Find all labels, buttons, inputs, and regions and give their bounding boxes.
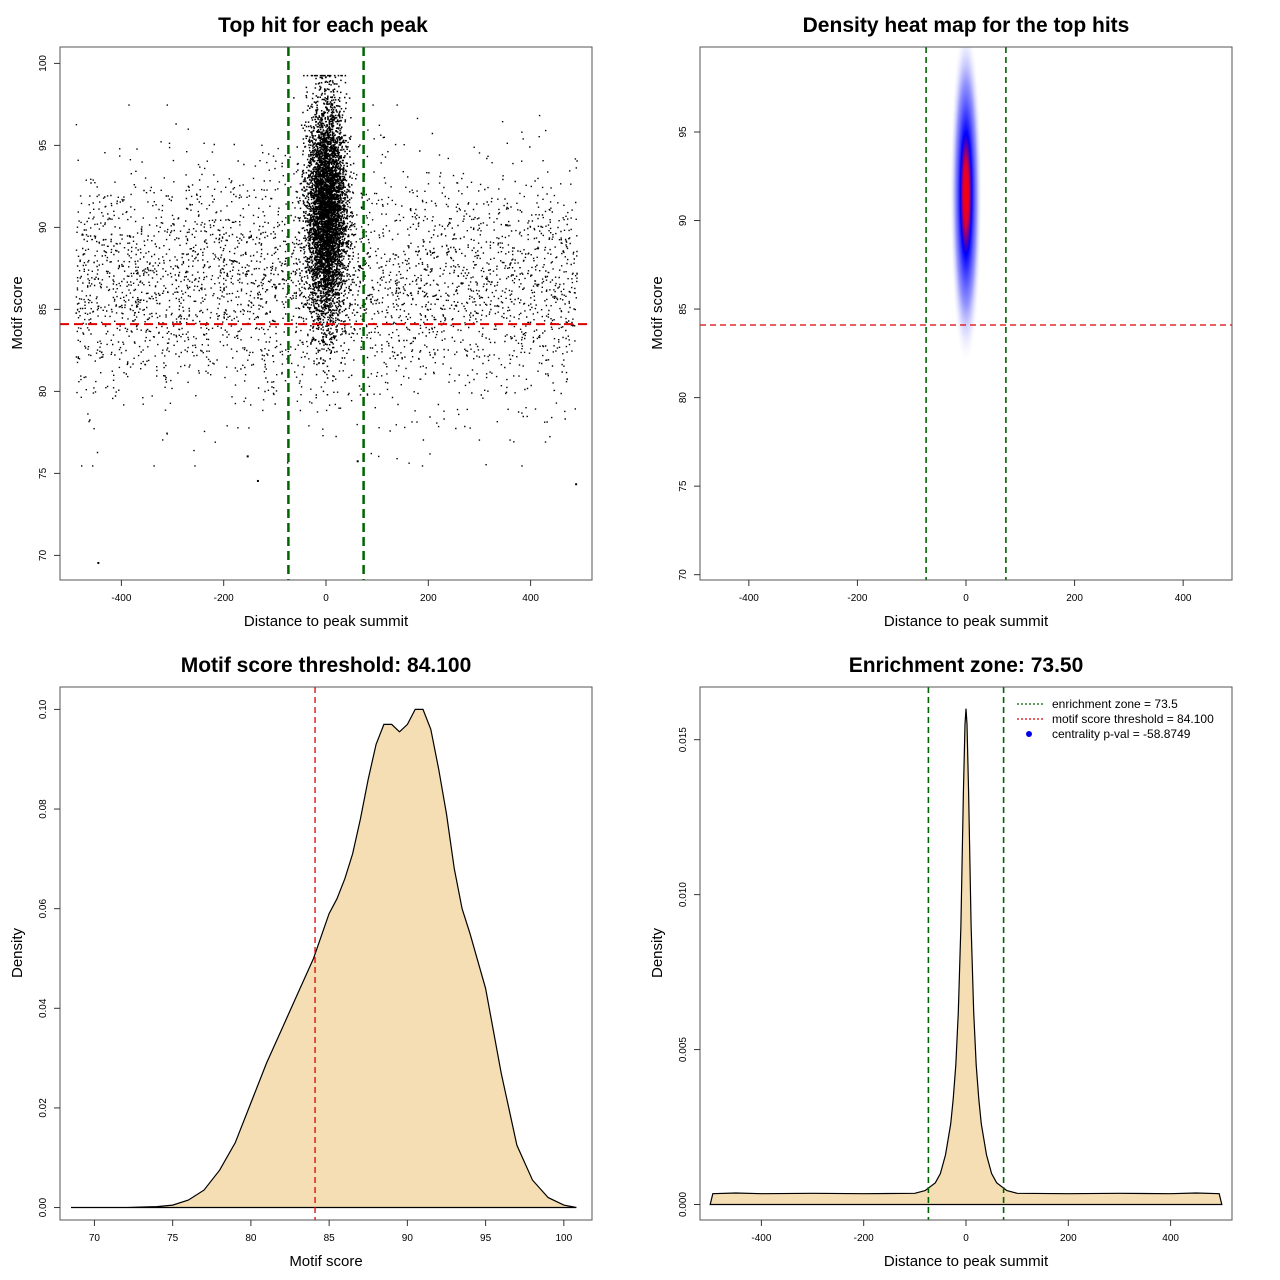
x-tick-label: 200 bbox=[1066, 593, 1083, 604]
x-tick-label: 200 bbox=[1060, 1233, 1077, 1244]
x-tick-label: 200 bbox=[420, 593, 437, 604]
x-tick-label: 0 bbox=[323, 593, 329, 604]
scatter-point-cloud bbox=[75, 74, 578, 467]
y-tick-label: 70 bbox=[678, 569, 689, 581]
y-tick-label: 90 bbox=[678, 215, 689, 227]
legend-item-motif-score-threshold: motif score threshold = 84.100 bbox=[1017, 712, 1214, 726]
y-tick-label: 0.000 bbox=[678, 1192, 689, 1217]
x-tick-label: -200 bbox=[854, 1233, 874, 1244]
y-tick-label: 100 bbox=[38, 55, 49, 72]
x-tick-label: -400 bbox=[739, 593, 759, 604]
heatmap-y-label: Motif score bbox=[649, 276, 666, 349]
legend: enrichment zone = 73.5 motif score thres… bbox=[1017, 697, 1214, 741]
scatter-point bbox=[97, 561, 100, 564]
legend-item-enrichment-zone: enrichment zone = 73.5 bbox=[1017, 697, 1178, 711]
heatmap-x-label: Distance to peak summit bbox=[884, 613, 1049, 630]
y-tick-label: 0.04 bbox=[38, 998, 49, 1018]
y-tick-label: 95 bbox=[678, 126, 689, 138]
scatter-y-ticks: 70 75 80 85 90 95 100 bbox=[38, 55, 60, 561]
x-tick-label: -200 bbox=[214, 593, 234, 604]
x-tick-label: 95 bbox=[480, 1233, 492, 1244]
score-density-curve bbox=[71, 708, 577, 1209]
x-tick-label: -400 bbox=[751, 1233, 771, 1244]
score-density-panel: Motif score threshold: 84.100 70 75 80 85 90… bbox=[9, 654, 593, 1270]
distance-density-y-label: Density bbox=[649, 927, 666, 978]
y-tick-label: 75 bbox=[38, 467, 49, 479]
distance-density-x-ticks: -400 -200 0 200 400 bbox=[751, 1220, 1179, 1244]
y-tick-label: 0.010 bbox=[678, 882, 689, 907]
heatmap-cells bbox=[949, 47, 983, 367]
y-tick-label: 80 bbox=[38, 385, 49, 397]
y-tick-label: 80 bbox=[678, 392, 689, 404]
y-tick-label: 75 bbox=[678, 480, 689, 492]
heatmap-y-ticks: 70 75 80 85 90 95 bbox=[678, 126, 700, 580]
y-tick-label: 90 bbox=[38, 221, 49, 233]
distance-density-x-label: Distance to peak summit bbox=[884, 1253, 1049, 1270]
x-tick-label: 80 bbox=[245, 1233, 257, 1244]
scatter-title: Top hit for each peak bbox=[218, 14, 428, 37]
distance-density-title: Enrichment zone: 73.50 bbox=[849, 654, 1084, 677]
legend-label-motif-score-threshold: motif score threshold = 84.100 bbox=[1052, 712, 1214, 726]
x-tick-label: 400 bbox=[1175, 593, 1192, 604]
scatter-point bbox=[246, 455, 249, 458]
scatter-point bbox=[575, 483, 578, 486]
x-tick-label: 90 bbox=[402, 1233, 414, 1244]
y-tick-label: 95 bbox=[38, 139, 49, 151]
x-tick-label: 400 bbox=[1162, 1233, 1179, 1244]
distance-density-y-ticks: 0.000 0.005 0.010 0.015 bbox=[678, 727, 700, 1217]
y-tick-label: 85 bbox=[38, 303, 49, 315]
x-tick-label: -400 bbox=[111, 593, 131, 604]
scatter-points bbox=[75, 74, 578, 564]
legend-swatch-centrality-pval bbox=[1026, 731, 1032, 737]
y-tick-label: 85 bbox=[678, 303, 689, 315]
x-tick-label: 70 bbox=[89, 1233, 101, 1244]
distance-density-panel: Enrichment zone: 73.50 -400 -200 0 200 400 0… bbox=[649, 654, 1233, 1270]
heatmap-density-peak bbox=[949, 47, 983, 367]
heatmap-x-ticks: -400 -200 0 200 400 bbox=[739, 580, 1192, 604]
score-density-x-label: Motif score bbox=[289, 1253, 362, 1270]
y-tick-label: 70 bbox=[38, 549, 49, 561]
x-tick-label: 85 bbox=[324, 1233, 336, 1244]
score-density-y-ticks: 0.00 0.02 0.04 0.06 0.08 0.10 bbox=[38, 699, 60, 1217]
x-tick-label: 75 bbox=[167, 1233, 179, 1244]
distance-density-curve bbox=[709, 708, 1223, 1206]
y-tick-label: 0.005 bbox=[678, 1037, 689, 1062]
scatter-point bbox=[256, 479, 259, 482]
x-tick-label: 400 bbox=[522, 593, 539, 604]
legend-label-enrichment-zone: enrichment zone = 73.5 bbox=[1052, 697, 1178, 711]
scatter-point bbox=[356, 460, 359, 463]
x-tick-label: 0 bbox=[963, 593, 969, 604]
score-density-x-ticks: 70 75 80 85 90 95 100 bbox=[89, 1220, 573, 1244]
scatter-y-label: Motif score bbox=[9, 276, 26, 349]
score-density-plot-frame bbox=[59, 686, 593, 1221]
heatmap-panel: Density heat map for the top hits -400 -2… bbox=[649, 14, 1233, 630]
legend-item-centrality-pval: centrality p-val = -58.8749 bbox=[1026, 727, 1191, 741]
x-tick-label: 100 bbox=[555, 1233, 572, 1244]
x-tick-label: 0 bbox=[963, 1233, 969, 1244]
y-tick-label: 0.08 bbox=[38, 799, 49, 819]
x-tick-label: -200 bbox=[847, 593, 867, 604]
heatmap-title: Density heat map for the top hits bbox=[803, 14, 1130, 37]
y-tick-label: 0.015 bbox=[678, 727, 689, 752]
scatter-x-ticks: -400 -200 0 200 400 bbox=[111, 580, 539, 604]
score-density-title: Motif score threshold: 84.100 bbox=[181, 654, 472, 677]
scatter-panel: Top hit for each peak -400 -200 0 200 400 70… bbox=[9, 14, 593, 630]
y-tick-label: 0.06 bbox=[38, 899, 49, 919]
scatter-x-label: Distance to peak summit bbox=[244, 613, 409, 630]
score-density-y-label: Density bbox=[9, 927, 26, 978]
y-tick-label: 0.10 bbox=[38, 699, 49, 719]
y-tick-label: 0.00 bbox=[38, 1197, 49, 1217]
y-tick-label: 0.02 bbox=[38, 1098, 49, 1118]
legend-label-centrality-pval: centrality p-val = -58.8749 bbox=[1052, 727, 1191, 741]
